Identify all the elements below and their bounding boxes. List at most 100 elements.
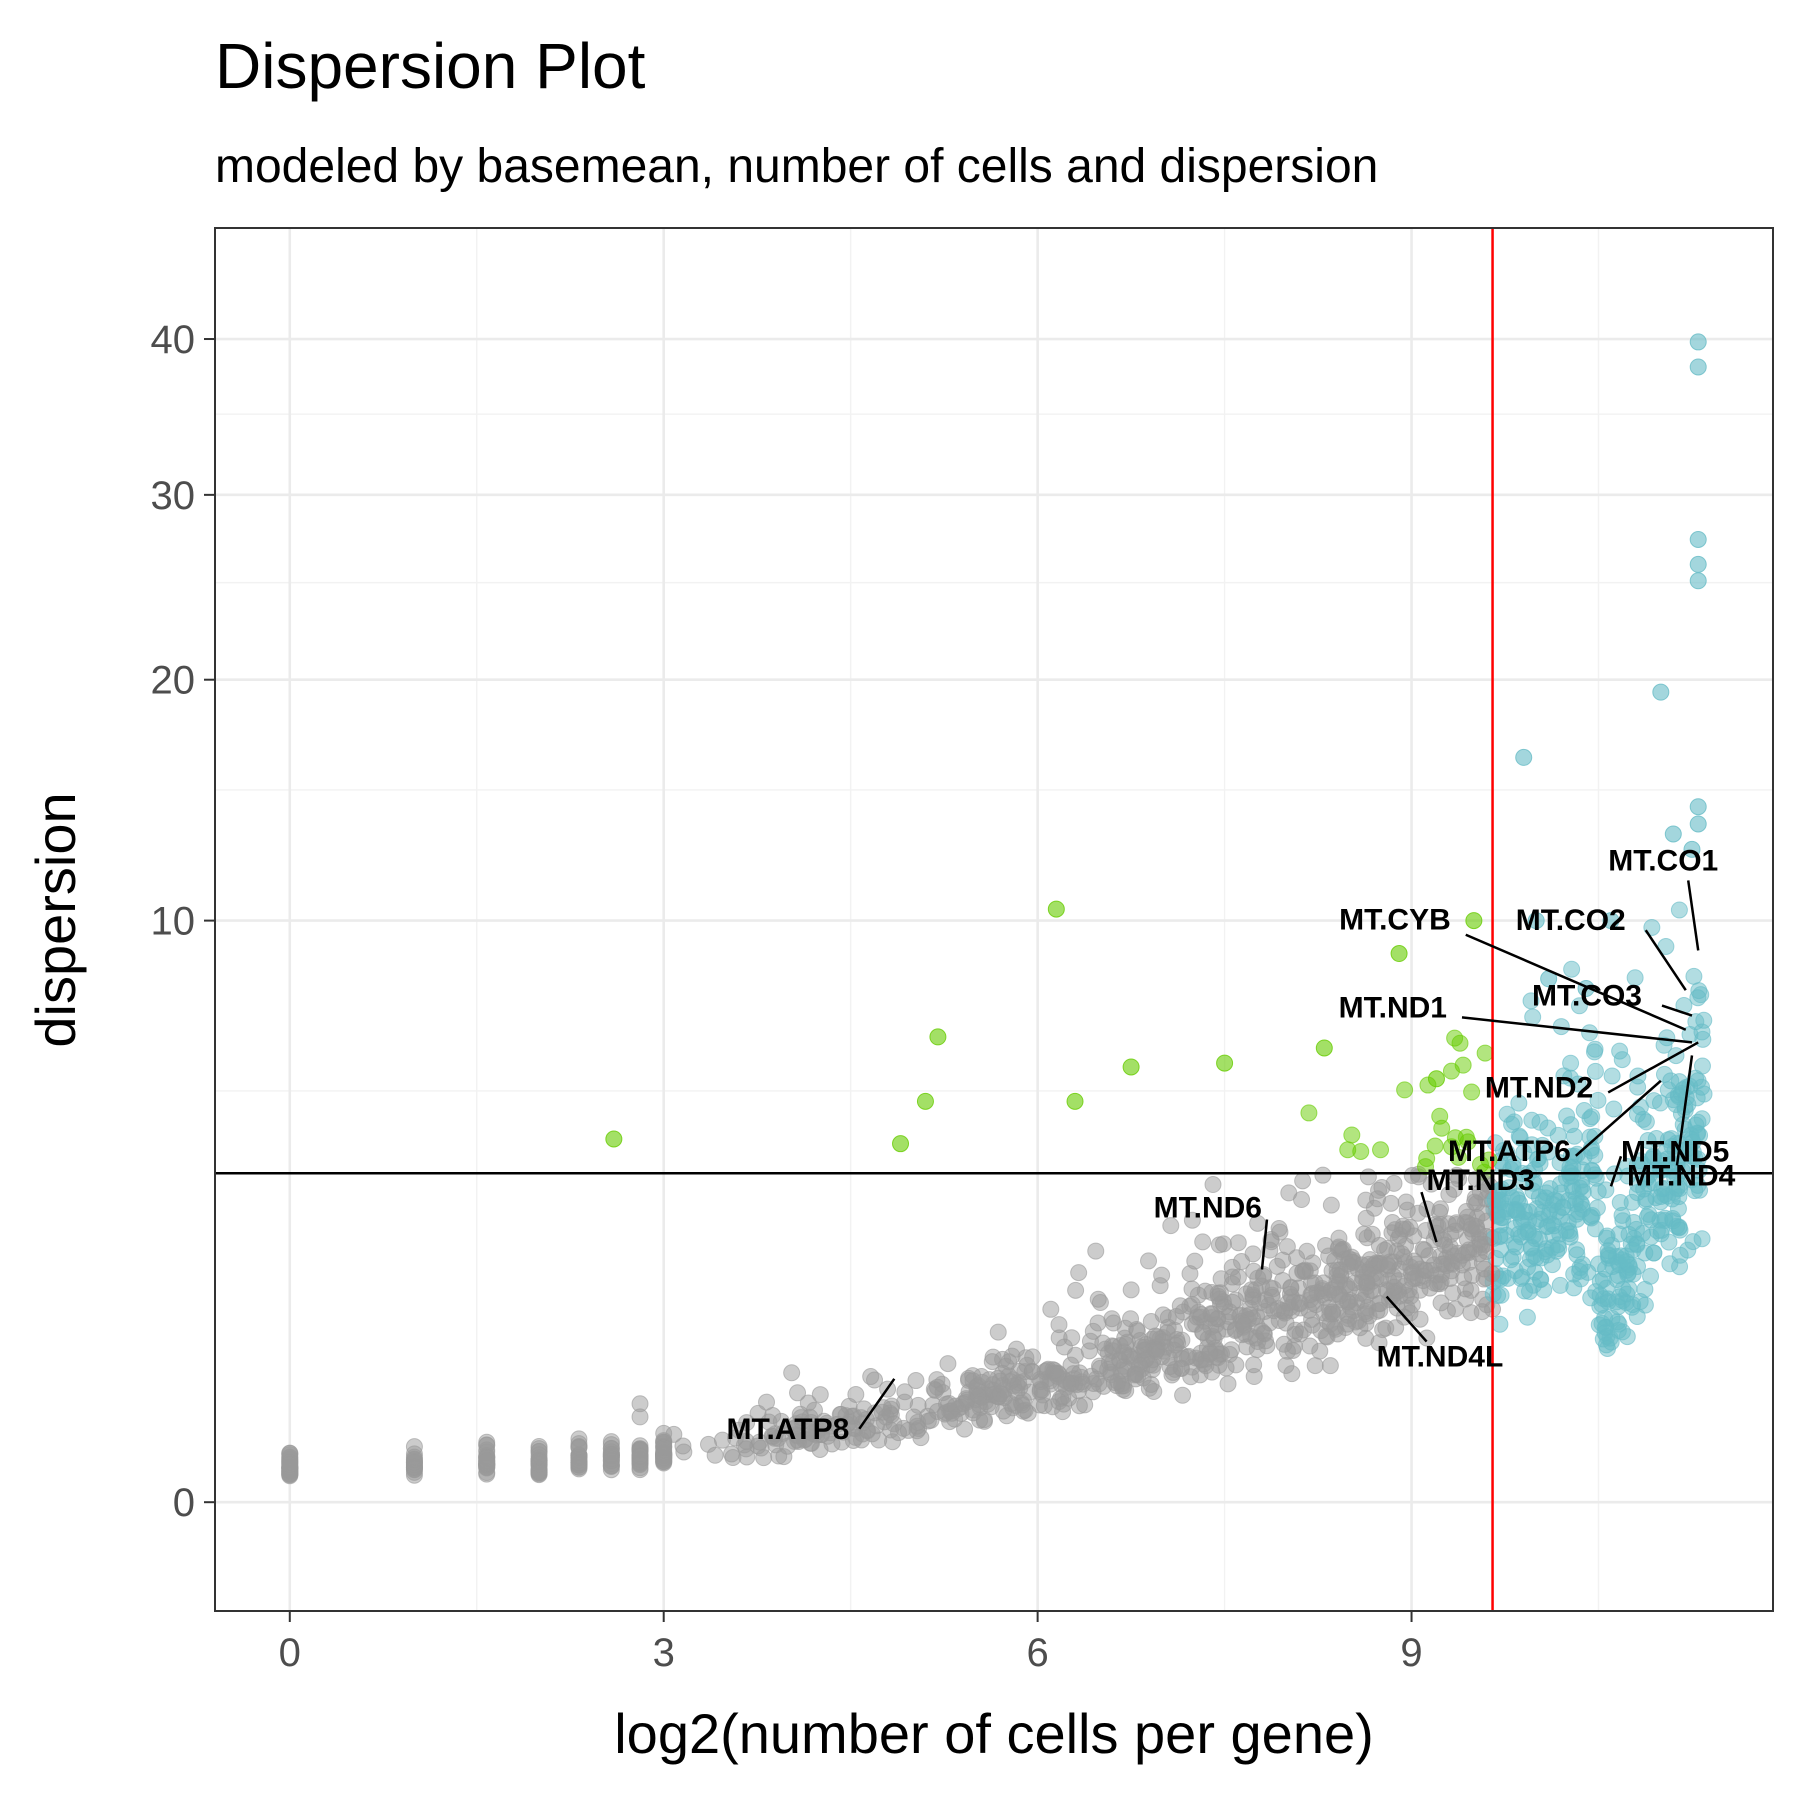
point (1194, 1323, 1212, 1341)
point (1671, 1221, 1689, 1239)
y-tick-label: 20 (151, 659, 196, 703)
y-tick-label: 40 (151, 318, 196, 362)
y-axis: 0 10 20 30 40 (151, 318, 215, 1525)
point (1570, 997, 1588, 1015)
point (478, 1433, 496, 1451)
point (1446, 1029, 1464, 1047)
point (1062, 1374, 1080, 1392)
point (1359, 1168, 1377, 1186)
point (1611, 1288, 1629, 1306)
point (1341, 1298, 1359, 1316)
point (1203, 1363, 1221, 1381)
label-leader-line (1607, 1041, 1699, 1094)
point (1442, 1062, 1460, 1080)
point (1358, 1274, 1376, 1292)
label-leader-line (1675, 1055, 1694, 1166)
point (1357, 1305, 1375, 1323)
point (1409, 1204, 1427, 1222)
point (1653, 1180, 1671, 1198)
label-leader-line (1644, 929, 1687, 991)
point (1159, 1309, 1177, 1327)
point (1466, 1240, 1484, 1258)
gene-label: MT.ND6 (1154, 1192, 1262, 1225)
data-point (1216, 1054, 1234, 1072)
point (1518, 1308, 1536, 1326)
point (1529, 1150, 1547, 1168)
point (1321, 1357, 1339, 1375)
y-tick-label: 30 (151, 474, 196, 518)
point (1200, 1345, 1218, 1363)
point (1080, 1342, 1098, 1360)
point (946, 1397, 964, 1415)
point (1432, 1200, 1450, 1218)
point (1639, 1131, 1657, 1149)
point (1535, 1281, 1553, 1299)
point (1007, 1340, 1025, 1358)
x-axis-title: log2(number of cells per gene) (614, 1702, 1374, 1765)
point (1148, 1340, 1166, 1358)
point (1436, 1236, 1454, 1254)
point (1599, 1242, 1617, 1260)
data-point (605, 1130, 623, 1148)
label-leader-line (858, 1378, 896, 1430)
point (1161, 1358, 1179, 1376)
point (1685, 967, 1703, 985)
point (1194, 1233, 1212, 1251)
gene-label: MT.CO2 (1516, 904, 1626, 937)
chart-subtitle: modeled by basemean, number of cells and… (215, 140, 1378, 193)
point (631, 1408, 649, 1426)
point (631, 1461, 649, 1479)
point (1321, 1315, 1339, 1333)
point (1459, 1133, 1477, 1151)
point (1277, 1356, 1295, 1374)
data-point (929, 1028, 947, 1046)
point (1426, 1137, 1444, 1155)
point (1140, 1252, 1158, 1270)
point (1396, 1081, 1414, 1099)
point (867, 1417, 885, 1435)
label-leader-line (1260, 1219, 1269, 1270)
data-point (1066, 1092, 1084, 1110)
label-leader-line (1461, 1016, 1693, 1044)
point (983, 1353, 1001, 1371)
point (1372, 1141, 1390, 1159)
point (1498, 1105, 1516, 1123)
point (811, 1440, 829, 1458)
point (1331, 1261, 1349, 1279)
point (1618, 1328, 1636, 1346)
point (1637, 1113, 1655, 1131)
point (1222, 1341, 1240, 1359)
point (890, 1424, 908, 1442)
point (1402, 1258, 1420, 1276)
point (1695, 1085, 1713, 1103)
point (1463, 1216, 1481, 1234)
point (1374, 1321, 1392, 1339)
point (1296, 1261, 1314, 1279)
point (1151, 1277, 1169, 1295)
gene-label: MT.CO1 (1608, 844, 1718, 877)
point (1433, 1119, 1451, 1137)
point (1662, 1072, 1680, 1090)
point (1380, 1257, 1398, 1275)
data-point (1689, 555, 1707, 573)
data-point (1689, 358, 1707, 376)
point (1343, 1126, 1361, 1144)
point (1645, 1244, 1663, 1262)
point (1306, 1357, 1324, 1375)
point (1317, 1237, 1335, 1255)
point (1463, 1083, 1481, 1101)
point (1638, 1208, 1656, 1226)
data-point (1689, 798, 1707, 816)
point (1554, 1198, 1572, 1216)
point (1116, 1319, 1134, 1337)
point (1498, 1143, 1516, 1161)
point (1178, 1348, 1196, 1366)
point (1401, 1304, 1419, 1322)
point (1626, 969, 1644, 987)
point (706, 1446, 724, 1464)
point (1652, 1221, 1670, 1239)
data-point (1689, 333, 1707, 351)
point (1502, 1251, 1520, 1269)
point (602, 1452, 620, 1470)
point (1550, 1240, 1568, 1258)
